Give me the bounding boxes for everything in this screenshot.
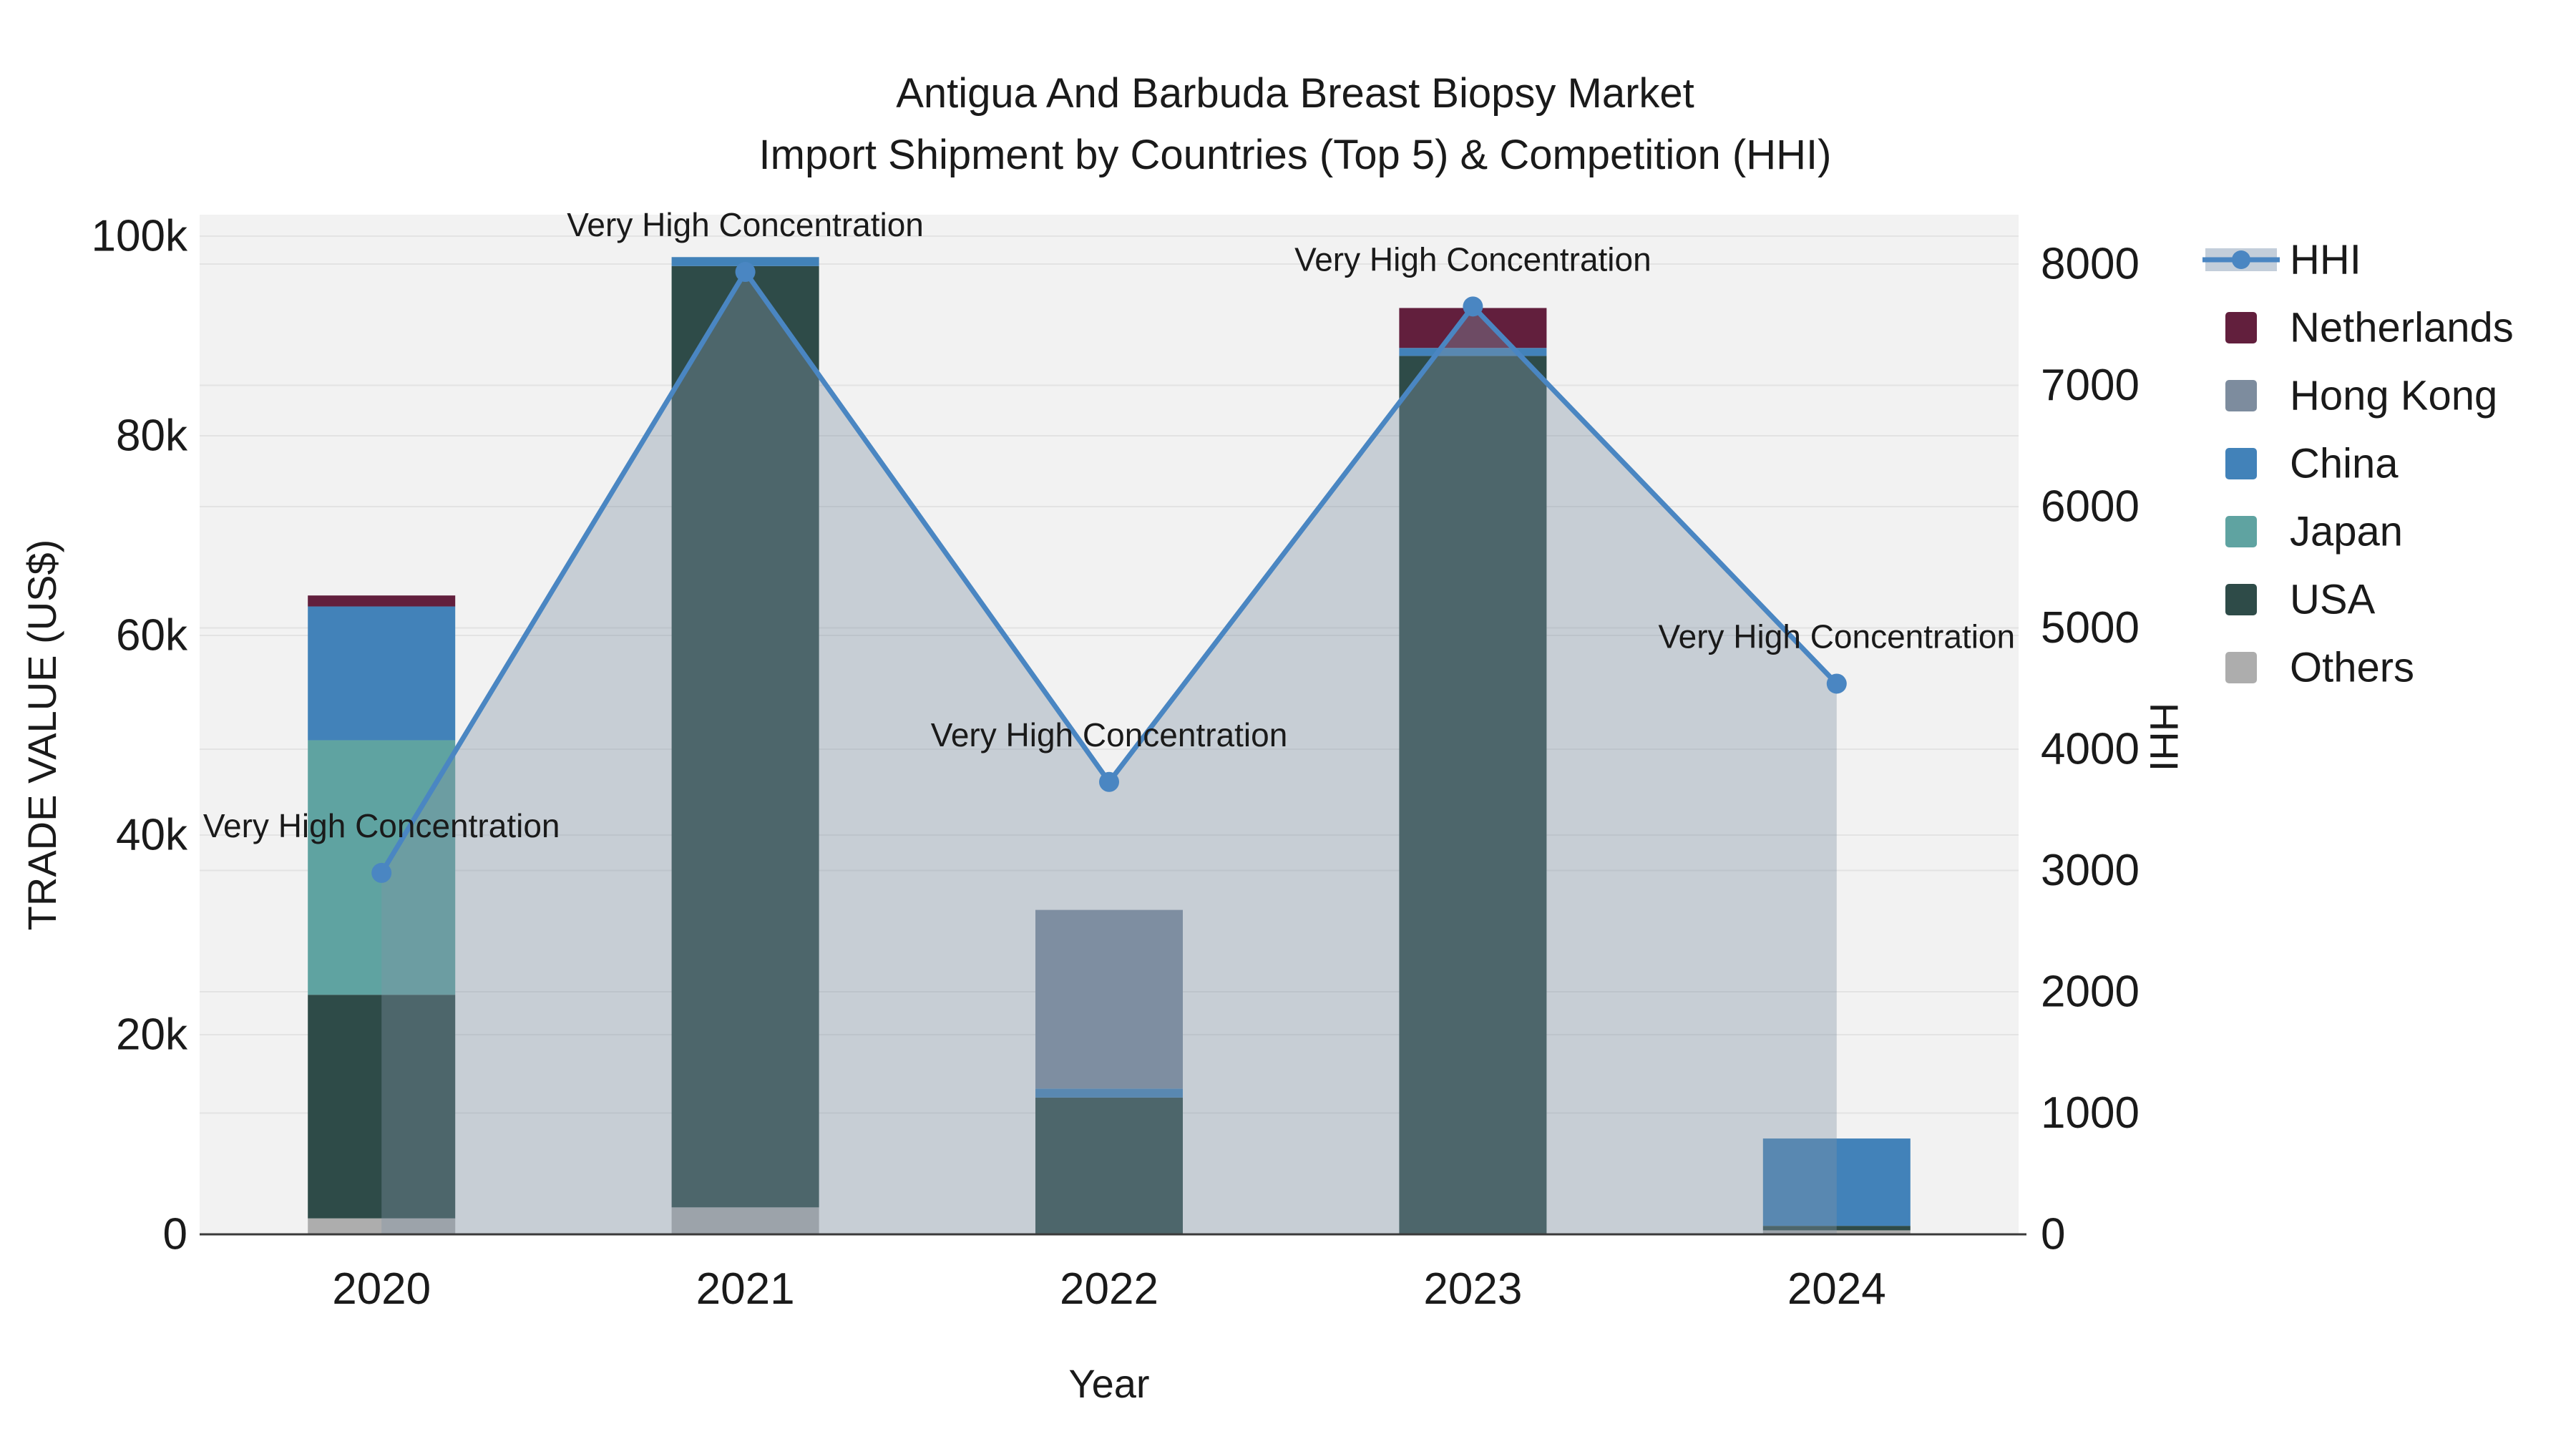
x-tick-label-2022: 2022 xyxy=(1060,1264,1158,1314)
legend-label-usa: USA xyxy=(2290,577,2376,623)
bar-segment-china-2021[interactable] xyxy=(671,257,819,266)
y-left-tick-label: 60k xyxy=(116,610,188,660)
bar-segment-china-2022[interactable] xyxy=(1035,1088,1183,1098)
y-right-tick-label: 2000 xyxy=(2041,967,2140,1016)
hhi-legend-marker-icon xyxy=(2232,250,2250,269)
legend-item-japan[interactable]: Japan xyxy=(2225,509,2403,555)
hhi-area-fill xyxy=(381,272,1837,1234)
bar-segment-usa-2020[interactable] xyxy=(308,995,456,1219)
bar-segment-netherlands-2020[interactable] xyxy=(308,595,456,607)
legend-label-china: China xyxy=(2290,441,2399,487)
bar-segment-usa-2023[interactable] xyxy=(1399,356,1547,1234)
y-left-tick-label: 0 xyxy=(163,1210,187,1259)
legend-label-japan: Japan xyxy=(2290,509,2403,555)
bar-segment-usa-2021[interactable] xyxy=(671,265,819,1208)
bar-segment-usa-2022[interactable] xyxy=(1035,1097,1183,1234)
bar-segment-hong-kong-2022[interactable] xyxy=(1035,909,1183,1089)
legend-label-hong-kong: Hong Kong xyxy=(2290,373,2497,419)
legend-label-others: Others xyxy=(2290,645,2414,691)
legend-swatch-netherlands xyxy=(2225,312,2257,343)
legend-swatch-japan xyxy=(2225,516,2257,547)
legend-item-others[interactable]: Others xyxy=(2225,645,2414,691)
x-tick-label-2024: 2024 xyxy=(1787,1264,1886,1314)
bar-segment-usa-2024[interactable] xyxy=(1762,1226,1911,1231)
annotation-label-2021: Very High Concentration xyxy=(567,206,924,243)
annotation-label-2022: Very High Concentration xyxy=(931,716,1288,753)
y-left-tick-label: 80k xyxy=(116,411,188,460)
y-right-tick-label: 5000 xyxy=(2041,603,2140,653)
bar-segment-others-2024[interactable] xyxy=(1762,1230,1911,1234)
y-right-tick-label: 6000 xyxy=(2041,482,2140,531)
annotation-label-2023: Very High Concentration xyxy=(1294,240,1652,278)
x-axis-title: Year xyxy=(1068,1361,1149,1406)
hhi-marker-2024[interactable] xyxy=(1826,673,1847,694)
annotation-label-2024: Very High Concentration xyxy=(1658,618,2015,655)
y-right-tick-label: 0 xyxy=(2041,1210,2065,1259)
x-tick-label-2023: 2023 xyxy=(1423,1264,1522,1314)
y-right-tick-label: 4000 xyxy=(2041,724,2140,774)
x-tick-label-2021: 2021 xyxy=(696,1264,795,1314)
y-right-axis-title: HHI xyxy=(2142,703,2187,771)
bar-segment-others-2021[interactable] xyxy=(671,1207,819,1234)
legend-swatch-china xyxy=(2225,448,2257,479)
bar-segment-china-2023[interactable] xyxy=(1399,348,1547,356)
legend-item-china[interactable]: China xyxy=(2225,441,2399,487)
hhi-marker-2020[interactable] xyxy=(371,862,392,883)
y-right-tick-label: 7000 xyxy=(2041,361,2140,410)
x-tick-label-2020: 2020 xyxy=(332,1264,431,1314)
legend-label-hhi: HHI xyxy=(2290,237,2361,283)
legend-label-netherlands: Netherlands xyxy=(2290,305,2514,351)
y-left-tick-label: 100k xyxy=(92,211,188,260)
chart-title-line1: Antigua And Barbuda Breast Biopsy Market xyxy=(896,70,1694,117)
y-right-tick-label: 3000 xyxy=(2041,846,2140,895)
y-left-tick-label: 20k xyxy=(116,1010,188,1059)
hhi-marker-2023[interactable] xyxy=(1463,296,1483,317)
bar-segment-china-2024[interactable] xyxy=(1762,1138,1911,1226)
legend-item-hhi[interactable]: HHI xyxy=(2202,237,2361,283)
y-right-tick-label: 1000 xyxy=(2041,1088,2140,1138)
bar-segment-others-2020[interactable] xyxy=(308,1218,456,1234)
bar-segment-china-2020[interactable] xyxy=(308,606,456,741)
legend-swatch-others xyxy=(2225,652,2257,683)
y-left-axis-title: TRADE VALUE (US$) xyxy=(19,540,64,931)
y-right-tick-label: 8000 xyxy=(2041,239,2140,288)
chart-title-line2: Import Shipment by Countries (Top 5) & C… xyxy=(759,132,1832,178)
legend-swatch-hong-kong xyxy=(2225,380,2257,411)
hhi-marker-2021[interactable] xyxy=(735,262,756,283)
y-left-tick-label: 40k xyxy=(116,810,188,859)
legend-item-usa[interactable]: USA xyxy=(2225,577,2376,623)
legend-item-netherlands[interactable]: Netherlands xyxy=(2225,305,2514,351)
legend-item-hong-kong[interactable]: Hong Kong xyxy=(2225,373,2497,419)
annotation-label-2020: Very High Concentration xyxy=(203,807,560,844)
hhi-marker-2022[interactable] xyxy=(1099,771,1119,792)
legend-swatch-usa xyxy=(2225,584,2257,615)
